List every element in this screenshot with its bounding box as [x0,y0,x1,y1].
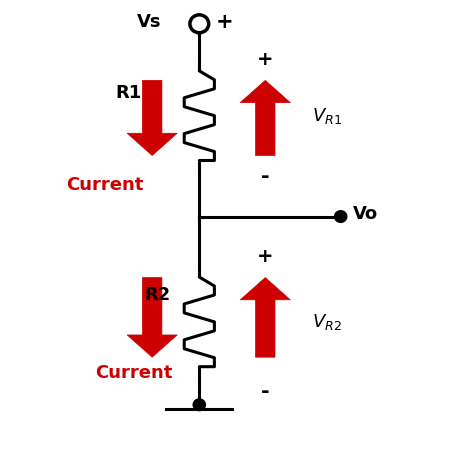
Text: Current: Current [66,176,144,194]
Circle shape [335,211,347,222]
Text: R2: R2 [145,286,171,304]
Text: Vo: Vo [353,205,378,223]
Circle shape [193,399,205,410]
Text: Vs: Vs [137,13,162,31]
Text: -: - [261,382,270,402]
Text: Current: Current [95,364,172,382]
Text: R1: R1 [116,84,142,102]
Text: -: - [261,167,270,187]
Text: +: + [257,50,273,69]
Text: +: + [216,12,233,32]
Text: $V_{R1}$: $V_{R1}$ [312,106,342,126]
Text: $V_{R2}$: $V_{R2}$ [312,312,342,332]
Text: +: + [257,247,273,266]
